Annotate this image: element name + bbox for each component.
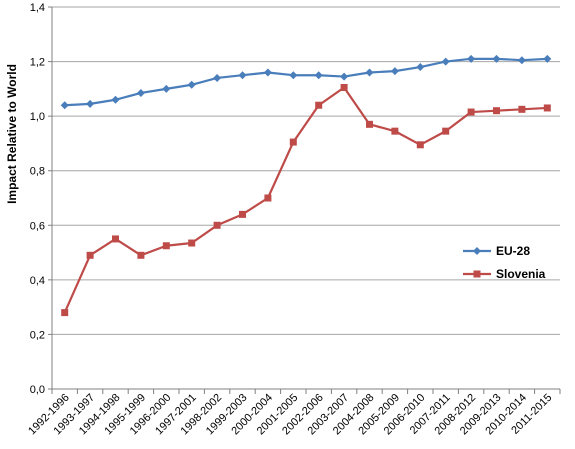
series-slovenia — [61, 83, 551, 317]
y-tick-label: 0,0 — [30, 384, 45, 396]
y-tick-label: 0,8 — [30, 166, 45, 178]
y-tick-label: 0,6 — [30, 220, 45, 232]
data-point — [238, 71, 247, 80]
data-point — [111, 95, 120, 104]
data-point — [543, 104, 551, 112]
data-point — [263, 68, 272, 77]
data-point — [187, 80, 196, 89]
series-eu-28 — [60, 54, 552, 110]
legend-item: EU-28 — [463, 244, 530, 258]
data-point — [492, 54, 501, 63]
data-point — [136, 88, 145, 97]
data-point — [467, 108, 475, 116]
y-tick-label: 1,4 — [30, 2, 45, 14]
data-point — [493, 107, 500, 115]
data-point — [289, 71, 298, 80]
series-line — [64, 57, 548, 107]
data-point — [518, 105, 526, 113]
y-axis-title: Impact Relative to World — [5, 64, 19, 204]
series-line — [63, 86, 548, 314]
data-point — [442, 127, 450, 135]
data-point — [188, 239, 196, 247]
data-point — [416, 63, 425, 72]
data-point — [543, 54, 552, 63]
legend-marker — [473, 270, 481, 278]
data-point — [391, 127, 399, 135]
legend-label: EU-28 — [496, 244, 530, 258]
data-point — [162, 84, 171, 93]
y-tick-label: 0,4 — [30, 275, 45, 287]
y-tick-label: 0,2 — [30, 329, 45, 341]
data-point — [289, 138, 297, 146]
data-point — [517, 56, 526, 65]
axes — [51, 7, 560, 390]
data-point — [365, 68, 374, 77]
y-axis-ticks: 0,0 0,2 0,4 0,6 0,8 1,0 1,2 1,4 — [30, 2, 52, 396]
data-point — [340, 72, 349, 81]
data-point — [264, 194, 272, 202]
legend-item: Slovenia — [463, 267, 546, 281]
y-tick-label: 1,2 — [30, 57, 45, 69]
data-point — [213, 221, 221, 229]
data-point — [366, 120, 373, 128]
series-group — [60, 54, 552, 317]
data-point — [467, 54, 476, 63]
data-point — [315, 101, 323, 109]
data-point — [86, 251, 94, 259]
data-point — [441, 57, 450, 66]
data-point — [162, 242, 170, 250]
data-point — [213, 73, 222, 82]
legend-marker — [473, 247, 481, 255]
gridlines — [52, 6, 560, 335]
legend: EU-28 Slovenia — [463, 244, 546, 281]
data-point — [340, 83, 348, 91]
data-point — [416, 141, 424, 149]
data-point — [390, 67, 399, 76]
data-point — [61, 309, 69, 317]
data-point — [60, 101, 69, 110]
data-point — [86, 99, 95, 108]
legend-label: Slovenia — [496, 267, 546, 281]
data-point — [112, 235, 119, 243]
data-point — [314, 71, 323, 80]
data-point — [137, 251, 145, 259]
y-tick-label: 1,0 — [30, 111, 45, 123]
data-point — [239, 210, 246, 218]
x-axis-ticks: 1992-19961993-19971994-19981995-19991996… — [26, 389, 561, 437]
